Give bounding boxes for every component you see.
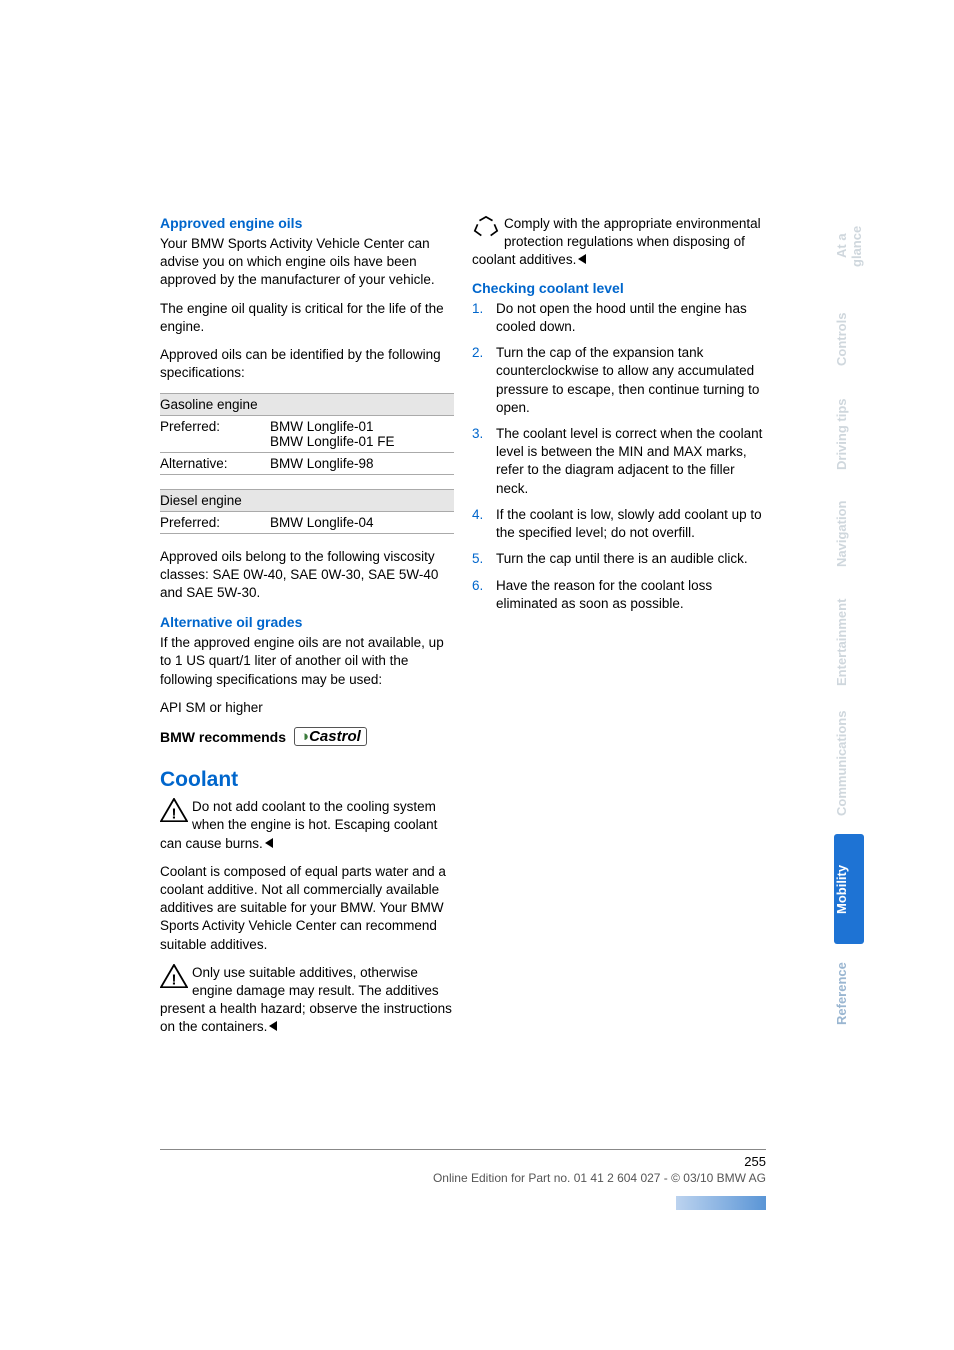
table-header: Diesel engine: [160, 493, 270, 508]
table-header-row: Diesel engine: [160, 489, 454, 511]
para: Approved oils belong to the following vi…: [160, 548, 454, 603]
heading-checking-coolant: Checking coolant level: [472, 280, 766, 296]
heading-coolant: Coolant: [160, 768, 454, 792]
warning-text: Only use suitable additives, otherwise e…: [160, 965, 452, 1035]
footer-line: Online Edition for Part no. 01 41 2 604 …: [160, 1171, 766, 1185]
tab-reference[interactable]: Reference: [834, 950, 864, 1038]
tab-driving-tips[interactable]: Driving tips: [834, 386, 864, 482]
tab-at-a-glance[interactable]: At a glance: [834, 200, 864, 292]
svg-text:!: !: [172, 971, 177, 988]
recycle-icon: [472, 215, 500, 239]
cell: BMW Longlife-98: [270, 456, 454, 471]
svg-text:!: !: [172, 806, 177, 823]
eco-text: Comply with the appropriate environmenta…: [472, 216, 761, 267]
warning-paragraph: ! Only use suitable additives, otherwise…: [160, 964, 454, 1037]
end-marker-icon: [578, 254, 586, 264]
para: Approved oils can be identified by the f…: [160, 346, 454, 382]
para: API SM or higher: [160, 699, 454, 717]
right-column: Comply with the appropriate environmenta…: [472, 215, 766, 1047]
warning-paragraph: ! Do not add coolant to the cooling syst…: [160, 798, 454, 853]
recommend-text: BMW recommends: [160, 729, 286, 745]
list-item: 6.Have the reason for the coolant loss e…: [472, 577, 766, 613]
page-gradient-bar: [676, 1196, 766, 1210]
diesel-table: Diesel engine Preferred: BMW Longlife-04: [160, 489, 454, 534]
list-item: 4.If the coolant is low, slowly add cool…: [472, 506, 766, 542]
table-row: Preferred: BMW Longlife-01 BMW Longlife-…: [160, 415, 454, 452]
check-steps-list: 1.Do not open the hood until the engine …: [472, 300, 766, 613]
recommend-line: BMW recommends ◑Castrol: [160, 727, 454, 746]
end-marker-icon: [269, 1021, 277, 1031]
step-number: 4.: [472, 506, 496, 542]
step-text: Do not open the hood until the engine ha…: [496, 300, 766, 336]
sidebar-tabs: At a glance Controls Driving tips Naviga…: [834, 200, 864, 1038]
step-text: If the coolant is low, slowly add coolan…: [496, 506, 766, 542]
para: If the approved engine oils are not avai…: [160, 634, 454, 689]
tab-communications[interactable]: Communications: [834, 704, 864, 828]
left-column: Approved engine oils Your BMW Sports Act…: [160, 215, 454, 1047]
tab-entertainment[interactable]: Entertainment: [834, 586, 864, 698]
cell: Alternative:: [160, 456, 270, 471]
warning-icon: !: [160, 964, 188, 988]
table-header-row: Gasoline engine: [160, 393, 454, 415]
heading-approved-oils: Approved engine oils: [160, 215, 454, 231]
para: Your BMW Sports Activity Vehicle Center …: [160, 235, 454, 290]
list-item: 2.Turn the cap of the expansion tank cou…: [472, 344, 766, 417]
para: Coolant is composed of equal parts water…: [160, 863, 454, 954]
table-header: Gasoline engine: [160, 397, 270, 412]
tab-controls[interactable]: Controls: [834, 298, 864, 380]
page-content: Approved engine oils Your BMW Sports Act…: [160, 215, 766, 1047]
end-marker-icon: [265, 838, 273, 848]
cell: BMW Longlife-01 BMW Longlife-01 FE: [270, 419, 454, 449]
step-number: 5.: [472, 550, 496, 568]
heading-alternative-oil: Alternative oil grades: [160, 614, 454, 630]
para: The engine oil quality is critical for t…: [160, 300, 454, 336]
castrol-text: Castrol: [309, 728, 361, 745]
step-number: 6.: [472, 577, 496, 613]
gasoline-table: Gasoline engine Preferred: BMW Longlife-…: [160, 393, 454, 475]
step-text: Turn the cap of the expansion tank count…: [496, 344, 766, 417]
page-number: 255: [160, 1154, 766, 1169]
step-number: 2.: [472, 344, 496, 417]
table-row: Preferred: BMW Longlife-04: [160, 511, 454, 533]
warning-text: Do not add coolant to the cooling system…: [160, 799, 437, 850]
step-number: 3.: [472, 425, 496, 498]
list-item: 3.The coolant level is correct when the …: [472, 425, 766, 498]
list-item: 1.Do not open the hood until the engine …: [472, 300, 766, 336]
tab-navigation[interactable]: Navigation: [834, 488, 864, 580]
step-text: The coolant level is correct when the co…: [496, 425, 766, 498]
step-text: Have the reason for the coolant loss eli…: [496, 577, 766, 613]
tab-mobility[interactable]: Mobility: [834, 834, 864, 944]
warning-icon: !: [160, 798, 188, 822]
castrol-logo: ◑Castrol: [294, 727, 367, 746]
cell: Preferred:: [160, 419, 270, 449]
step-number: 1.: [472, 300, 496, 336]
eco-paragraph: Comply with the appropriate environmenta…: [472, 215, 766, 270]
list-item: 5.Turn the cap until there is an audible…: [472, 550, 766, 568]
cell: Preferred:: [160, 515, 270, 530]
cell: BMW Longlife-04: [270, 515, 454, 530]
step-text: Turn the cap until there is an audible c…: [496, 550, 748, 568]
footer: 255 Online Edition for Part no. 01 41 2 …: [160, 1149, 766, 1185]
table-row: Alternative: BMW Longlife-98: [160, 452, 454, 474]
